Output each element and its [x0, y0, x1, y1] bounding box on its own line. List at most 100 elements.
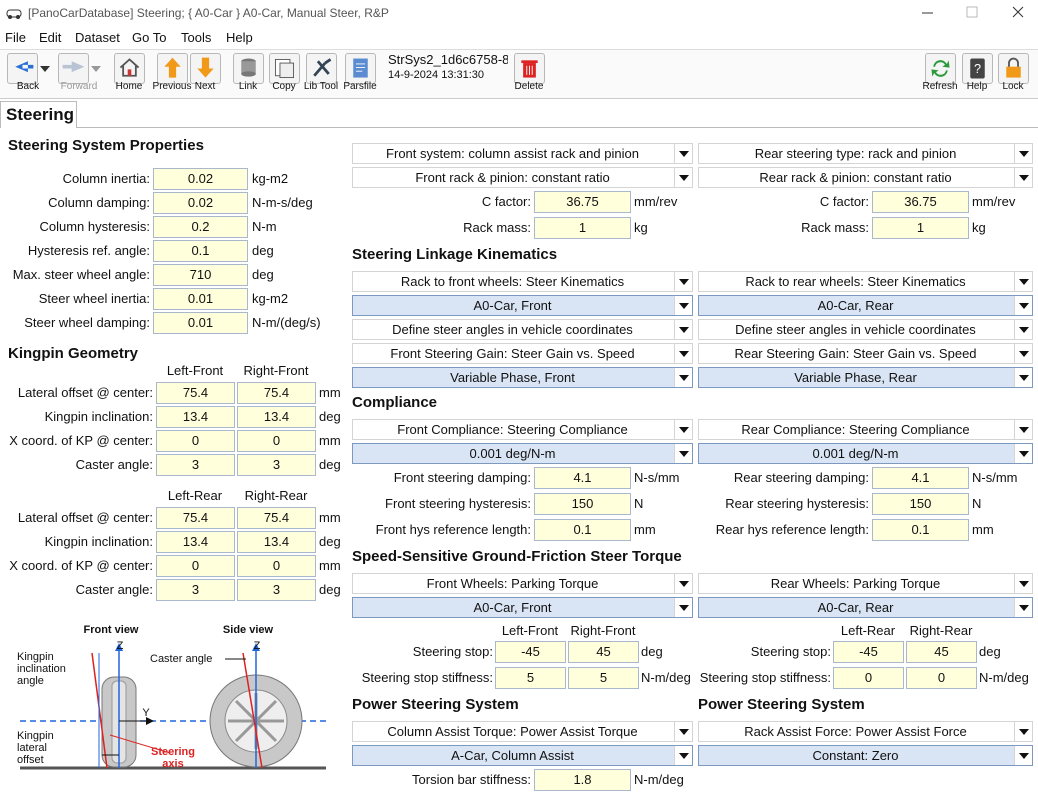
value-field[interactable]: 5 [495, 667, 566, 689]
toolbar-label[interactable]: Previous [152, 81, 192, 92]
value-field[interactable]: 75.4 [237, 507, 316, 529]
toolbar-label[interactable]: Help [966, 81, 988, 92]
dropdown-button[interactable] [1014, 420, 1032, 439]
toolbar-icon[interactable] [190, 53, 221, 84]
dropdown[interactable]: Front Steering Gain: Steer Gain vs. Spee… [352, 343, 693, 364]
value-field[interactable]: 0 [237, 555, 316, 577]
dropdown-arrow[interactable] [679, 175, 689, 181]
toolbar-label[interactable]: Delete [514, 81, 544, 92]
dropdown-button[interactable] [674, 420, 692, 439]
dropdown-text[interactable]: Rack to front wheels: Steer Kinematics [400, 274, 625, 289]
dropdown-text[interactable]: 0.001 deg/N-m [469, 446, 556, 461]
dropdown-arrow[interactable] [1019, 151, 1029, 157]
dropdown[interactable]: 0.001 deg/N-m [698, 443, 1033, 464]
value-field[interactable]: -45 [833, 641, 904, 663]
value-field[interactable]: 3 [237, 579, 316, 601]
dropdown-arrow[interactable] [679, 375, 689, 381]
value-field[interactable]: 13.4 [237, 406, 316, 428]
dropdown[interactable]: A0-Car, Front [352, 597, 693, 618]
menu-item[interactable]: Dataset [75, 30, 120, 45]
value-field[interactable]: 3 [156, 579, 235, 601]
dropdown[interactable]: A0-Car, Rear [698, 597, 1033, 618]
toolbar-icon[interactable] [157, 53, 188, 84]
dropdown-arrow[interactable] [1019, 327, 1029, 333]
dropdown-text[interactable]: Front system: column assist rack and pin… [386, 146, 639, 161]
value-field[interactable]: 3 [156, 454, 235, 476]
dropdown-button[interactable] [674, 296, 692, 315]
window-controls[interactable] [910, 0, 1038, 26]
value-field[interactable]: 0 [237, 430, 316, 452]
value-field[interactable]: 1 [872, 217, 969, 239]
dropdown[interactable]: Rear steering type: rack and pinion [698, 143, 1033, 164]
value-field[interactable]: 45 [906, 641, 977, 663]
dropdown-text[interactable]: Front rack & pinion: constant ratio [415, 170, 610, 185]
dropdown[interactable]: Constant: Zero [698, 745, 1033, 766]
dropdown-button[interactable] [674, 444, 692, 463]
dropdown-text[interactable]: Constant: Zero [812, 748, 899, 763]
menu-item[interactable]: Help [226, 30, 253, 45]
dropdown-text[interactable]: Front Compliance: Steering Compliance [397, 422, 628, 437]
dropdown-text[interactable]: A0-Car, Rear [817, 600, 894, 615]
dropdown-text[interactable]: Rack to rear wheels: Steer Kinematics [745, 274, 966, 289]
dropdown-arrow[interactable] [1019, 175, 1029, 181]
toolbar-icon[interactable] [233, 53, 264, 84]
dropdown-button[interactable] [674, 168, 692, 187]
value-field[interactable]: 0.2 [153, 216, 248, 238]
dropdown-arrow[interactable] [679, 451, 689, 457]
close[interactable] [1012, 6, 1024, 18]
value-field[interactable]: 150 [534, 493, 631, 515]
dropdown-text[interactable]: Front Wheels: Parking Torque [426, 576, 599, 591]
value-field[interactable]: 0.01 [153, 288, 248, 310]
toolbar-label[interactable]: Refresh [922, 81, 958, 92]
dropdown-button[interactable] [674, 368, 692, 387]
toolbar-icon[interactable] [269, 53, 300, 84]
dropdown-arrow[interactable] [679, 327, 689, 333]
value-field[interactable]: 4.1 [872, 467, 969, 489]
dropdown-button[interactable] [674, 144, 692, 163]
dropdown-text[interactable]: Rear steering type: rack and pinion [754, 146, 957, 161]
value-field[interactable]: 710 [153, 264, 248, 286]
value-field[interactable]: 45 [568, 641, 639, 663]
dropdown-button[interactable] [674, 746, 692, 765]
value-field[interactable]: 36.75 [534, 191, 631, 213]
dropdown-text[interactable]: Rack Assist Force: Power Assist Force [744, 724, 967, 739]
dropdown-arrow[interactable] [679, 581, 689, 587]
dropdown-button[interactable] [1014, 296, 1032, 315]
toolbar-label[interactable]: Lib Tool [303, 81, 339, 92]
toolbar-icon[interactable] [7, 53, 38, 84]
toolbar-icon[interactable] [58, 53, 89, 84]
value-field[interactable]: 150 [872, 493, 969, 515]
toolbar-icon[interactable] [114, 53, 145, 84]
toolbar-icon[interactable] [514, 53, 545, 84]
dropdown-arrow[interactable] [1019, 303, 1029, 309]
dropdown-arrow[interactable] [1019, 581, 1029, 587]
value-field[interactable]: 5 [568, 667, 639, 689]
value-field[interactable]: 1.8 [534, 769, 631, 791]
value-field[interactable]: 0 [906, 667, 977, 689]
dropdown-arrow[interactable] [679, 427, 689, 433]
value-field[interactable]: 0.02 [153, 168, 248, 190]
value-field[interactable]: 13.4 [156, 531, 235, 553]
dropdown[interactable]: Rack to front wheels: Steer Kinematics [352, 271, 693, 292]
value-field[interactable]: 3 [237, 454, 316, 476]
dropdown-button[interactable] [1014, 598, 1032, 617]
dropdown-text[interactable]: A0-Car, Front [473, 298, 552, 313]
dropdown-text[interactable]: Front Steering Gain: Steer Gain vs. Spee… [390, 346, 635, 361]
dropdown-button[interactable] [1014, 320, 1032, 339]
dropdown-arrow[interactable] [1019, 351, 1029, 357]
value-field[interactable]: 0 [156, 430, 235, 452]
dropdown-arrow[interactable] [91, 66, 101, 72]
dropdown[interactable]: Column Assist Torque: Power Assist Torqu… [352, 721, 693, 742]
dropdown-button[interactable] [1014, 344, 1032, 363]
toolbar-label[interactable]: Link [238, 81, 258, 92]
dropdown[interactable]: 0.001 deg/N-m [352, 443, 693, 464]
dropdown-button[interactable] [1014, 168, 1032, 187]
toolbar-icon[interactable] [345, 53, 376, 84]
dropdown-button[interactable] [1014, 444, 1032, 463]
dropdown-arrow[interactable] [679, 729, 689, 735]
toolbar-label[interactable]: Copy [272, 81, 296, 92]
dropdown-text[interactable]: Define steer angles in vehicle coordinat… [735, 322, 976, 337]
dropdown-arrow[interactable] [1019, 451, 1029, 457]
value-field[interactable]: 75.4 [156, 382, 235, 404]
dropdown[interactable]: Variable Phase, Front [352, 367, 693, 388]
